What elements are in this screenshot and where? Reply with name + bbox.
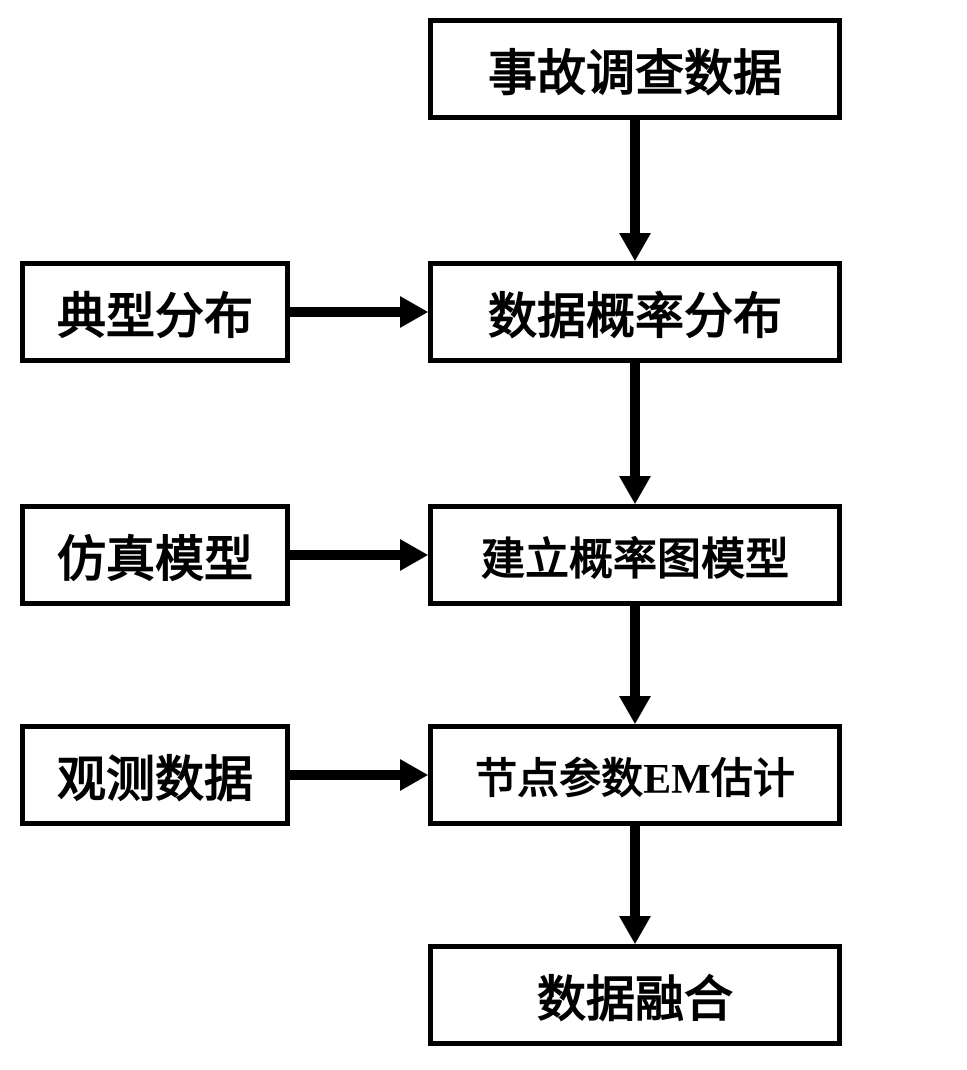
arrow-line-n3-n5 bbox=[630, 363, 640, 478]
arrow-line-n6-n7 bbox=[290, 770, 402, 780]
arrow-head-n3-n5 bbox=[619, 476, 651, 504]
arrow-head-n4-n5 bbox=[400, 539, 428, 571]
node-n6: 观测数据 bbox=[20, 724, 290, 826]
node-n3: 数据概率分布 bbox=[428, 261, 842, 363]
arrow-head-n5-n7 bbox=[619, 696, 651, 724]
node-n4: 仿真模型 bbox=[20, 504, 290, 606]
arrow-line-n5-n7 bbox=[630, 606, 640, 698]
arrow-head-n2-n3 bbox=[400, 296, 428, 328]
node-n2: 典型分布 bbox=[20, 261, 290, 363]
arrow-head-n6-n7 bbox=[400, 759, 428, 791]
arrow-head-n7-n8 bbox=[619, 916, 651, 944]
node-n7: 节点参数EM估计 bbox=[428, 724, 842, 826]
node-n5: 建立概率图模型 bbox=[428, 504, 842, 606]
node-n8: 数据融合 bbox=[428, 944, 842, 1046]
arrow-line-n7-n8 bbox=[630, 826, 640, 918]
arrow-line-n1-n3 bbox=[630, 120, 640, 235]
node-n1: 事故调查数据 bbox=[428, 18, 842, 120]
arrow-line-n2-n3 bbox=[290, 307, 402, 317]
arrow-head-n1-n3 bbox=[619, 233, 651, 261]
arrow-line-n4-n5 bbox=[290, 550, 402, 560]
